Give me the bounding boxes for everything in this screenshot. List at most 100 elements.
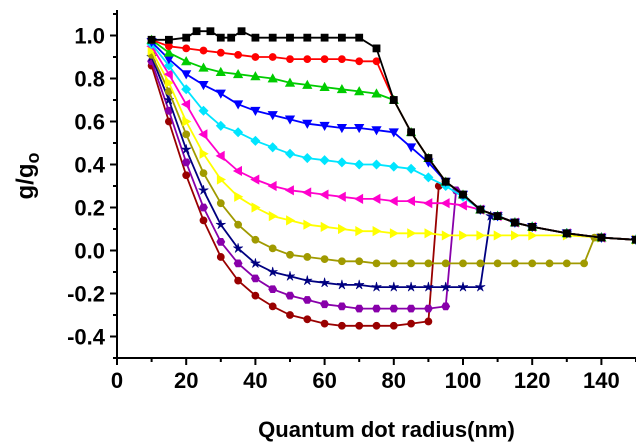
data-point [319, 121, 330, 132]
data-point [268, 33, 277, 42]
data-point [232, 100, 244, 110]
data-point [406, 281, 417, 292]
data-point [562, 229, 571, 238]
data-point [303, 55, 312, 64]
data-point [320, 319, 329, 328]
data-point [336, 191, 346, 202]
series-line [150, 50, 636, 241]
data-point [198, 105, 209, 116]
data-point [251, 235, 260, 244]
data-point [286, 55, 294, 64]
data-point [354, 159, 365, 170]
data-point [405, 195, 416, 207]
x-tick-label: 140 [583, 368, 620, 393]
data-point [285, 291, 295, 300]
data-point [372, 44, 381, 53]
data-point [528, 230, 538, 241]
data-point [337, 302, 347, 311]
data-point [303, 253, 312, 261]
series-group [147, 27, 636, 244]
data-point [389, 304, 399, 313]
data-point [199, 169, 208, 177]
data-point [336, 157, 347, 168]
data-point [510, 218, 519, 227]
data-point [336, 84, 348, 94]
data-point [268, 244, 277, 253]
data-point [424, 228, 434, 239]
data-point [320, 55, 329, 64]
data-point [440, 281, 451, 292]
data-point [389, 228, 400, 239]
data-point [163, 60, 174, 71]
data-point [493, 212, 502, 220]
data-point [337, 33, 346, 42]
x-tick-label: 120 [514, 368, 551, 393]
data-point [388, 281, 399, 292]
data-point [250, 274, 260, 283]
data-point [198, 129, 208, 140]
data-point [165, 77, 175, 88]
data-point [216, 238, 226, 246]
data-point [198, 81, 209, 91]
data-point [441, 177, 450, 186]
data-point [510, 230, 521, 241]
data-point [302, 187, 312, 198]
data-point [267, 180, 277, 192]
data-point [286, 250, 294, 259]
data-point [216, 253, 225, 261]
data-point [354, 304, 364, 313]
data-point [319, 155, 330, 166]
data-point [319, 81, 330, 91]
y-tick-label: 1.0 [74, 24, 105, 49]
data-point [355, 33, 364, 42]
data-point [459, 259, 467, 268]
data-point [267, 111, 278, 121]
data-point [423, 172, 434, 183]
data-point [528, 222, 537, 231]
axes [110, 10, 636, 365]
data-point [268, 285, 278, 294]
data-point [181, 56, 192, 66]
data-point [250, 71, 261, 81]
data-point [457, 200, 467, 211]
data-point [302, 296, 312, 304]
y-tick-label: 0.6 [74, 110, 105, 135]
data-point [424, 259, 433, 268]
y-tick-label: -0.4 [67, 325, 106, 350]
data-point [303, 33, 312, 42]
data-point [192, 27, 201, 36]
data-point [303, 219, 313, 230]
data-point [337, 257, 346, 266]
x-tick-label: 40 [243, 368, 267, 393]
data-point [181, 158, 191, 167]
data-point [284, 185, 294, 196]
y-tick-label: 0.2 [74, 196, 105, 221]
data-point [545, 259, 554, 268]
data-point [423, 198, 433, 209]
data-point [251, 53, 260, 61]
data-point [199, 203, 208, 212]
data-point [164, 42, 173, 51]
x-tick-label: 60 [312, 368, 336, 393]
data-point [440, 198, 450, 209]
data-point [423, 281, 434, 292]
data-point [284, 271, 296, 281]
data-point [250, 174, 260, 185]
data-point [233, 243, 244, 253]
data-point [337, 321, 346, 330]
data-point [286, 215, 296, 226]
data-point [182, 44, 191, 53]
data-point [493, 230, 503, 241]
data-point [234, 220, 242, 229]
data-point [233, 259, 243, 268]
data-point [198, 62, 209, 72]
data-point [354, 279, 365, 290]
data-point [476, 259, 485, 268]
data-point [267, 73, 278, 83]
data-point [284, 148, 296, 159]
data-point [233, 127, 244, 138]
series-group [146, 34, 636, 244]
data-point [198, 185, 209, 195]
data-point [354, 124, 365, 134]
data-point [388, 128, 399, 138]
